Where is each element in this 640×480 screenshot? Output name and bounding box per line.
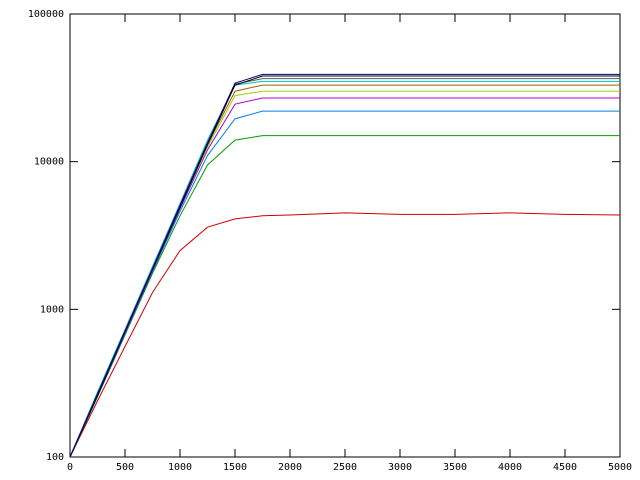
y-tick-label: 10000 [34,157,64,168]
x-tick-label: 4500 [553,462,577,473]
x-tick-label: 2000 [278,462,302,473]
plot-border [69,13,621,458]
x-tick-label: 1000 [168,462,192,473]
y-tick-label: 100000 [28,9,64,20]
x-tick-label: 1500 [223,462,247,473]
series-line [69,110,620,458]
series-line [69,135,620,458]
y-tick-label: 1000 [40,304,64,315]
series-line [69,73,620,458]
y-tick-label: 100 [46,452,64,463]
x-tick-label: 0 [67,462,73,473]
series-line [69,212,621,458]
x-tick-label: 2500 [333,462,357,473]
x-tick-label: 4000 [498,462,522,473]
series-line [69,97,620,458]
x-tick-label: 3500 [443,462,467,473]
x-tick-label: 500 [116,462,134,473]
x-tick-label: 3000 [388,462,412,473]
x-tick-label: 5000 [608,462,632,473]
